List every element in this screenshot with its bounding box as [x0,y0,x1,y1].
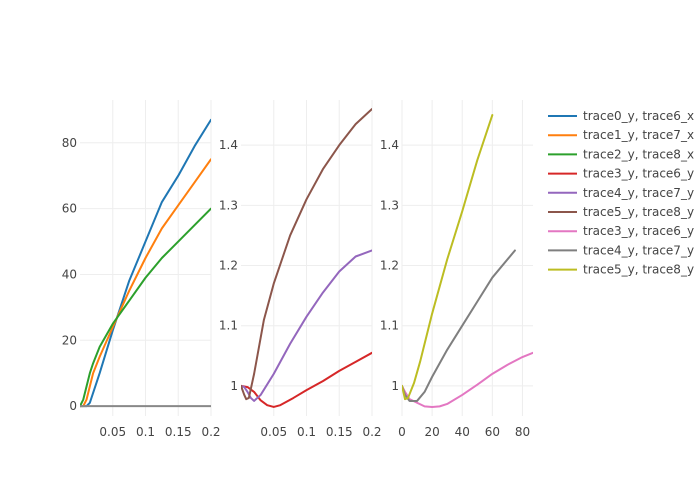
legend-label-5: trace5_y, trace8_y [583,205,694,219]
legend-item-6[interactable]: trace3_y, trace6_y [548,224,694,238]
y-tick-label-middle-2: 1.2 [219,259,238,273]
legend-label-6: trace3_y, trace6_y [583,224,694,238]
series-line-right-0 [402,351,533,408]
x-tick-label-middle-0: 0.05 [260,425,287,439]
series-line-left-2 [80,207,211,408]
legend-item-2[interactable]: trace2_y, trace8_x [548,147,694,161]
x-tick-label-middle-3: 0.2 [362,425,381,439]
y-tick-label-middle-3: 1.3 [219,198,238,212]
x-tick-label-left-2: 0.15 [165,425,192,439]
y-tick-label-right-0: 1 [391,379,399,393]
y-tick-label-middle-0: 1 [230,379,238,393]
subplot-middle: 0.05 0.1 0.15 0.2 1 1.1 1.2 1.3 1.4 [219,100,382,439]
x-tick-label-right-2: 40 [455,425,470,439]
subplot-right: 0 20 40 60 80 1 1.1 1.2 1.3 1.4 [380,100,533,439]
x-tick-label-right-0: 0 [398,425,406,439]
legend-label-7: trace4_y, trace7_y [583,243,694,257]
legend-label-1: trace1_y, trace7_x [583,128,694,142]
y-tick-label-left-1: 20 [62,333,77,347]
legend[interactable]: trace0_y, trace6_x trace1_y, trace7_xtrac… [548,109,694,277]
x-tick-label-left-3: 0.2 [201,425,220,439]
legend-label-3: trace3_y, trace6_y [583,167,694,181]
y-tick-label-left-0: 0 [69,399,77,413]
series-line-left-1 [80,158,211,408]
legend-item-5[interactable]: trace5_y, trace8_y [548,205,694,219]
series-line-middle-2 [241,108,372,401]
y-tick-label-right-1: 1.1 [380,319,399,333]
legend-label-2: trace2_y, trace8_x [583,147,694,161]
x-tick-label-right-3: 60 [485,425,500,439]
legend-item-8[interactable]: trace5_y, trace8_y [548,263,694,277]
legend-item-7[interactable]: trace4_y, trace7_y [548,243,694,257]
legend-item-0[interactable]: trace0_y, trace6_x [548,109,694,123]
y-tick-label-left-4: 80 [62,136,77,150]
legend-label-4: trace4_y, trace7_y [583,186,694,200]
y-tick-label-right-4: 1.4 [380,138,399,152]
x-tick-label-middle-2: 0.15 [326,425,353,439]
gridlines-middle [241,100,373,416]
x-tick-label-right-4: 80 [515,425,530,439]
legend-label-8: trace5_y, trace8_y [583,263,694,277]
legend-item-1[interactable]: trace1_y, trace7_x [548,128,694,142]
x-tick-label-right-1: 20 [424,425,439,439]
y-tick-label-left-3: 60 [62,202,77,216]
gridlines-right [401,100,533,416]
legend-item-4[interactable]: trace4_y, trace7_y [548,186,694,200]
series-line-middle-0 [241,351,372,408]
series-line-right-2 [402,114,494,401]
y-tick-label-left-2: 40 [62,267,77,281]
x-tick-label-left-1: 0.1 [136,425,155,439]
y-tick-label-middle-4: 1.4 [219,138,238,152]
x-tick-label-left-0: 0.05 [99,425,126,439]
legend-item-3[interactable]: trace3_y, trace6_y [548,167,694,181]
y-tick-label-right-3: 1.3 [380,198,399,212]
x-tick-label-middle-1: 0.1 [297,425,316,439]
y-tick-label-right-2: 1.2 [380,259,399,273]
y-tick-label-middle-1: 1.1 [219,319,238,333]
subplot-left: 0.05 0.1 0.15 0.2 0 20 40 60 80 [62,100,221,439]
legend-label-0: trace0_y, trace6_x [583,109,694,123]
series-line-middle-1 [241,249,372,402]
plot-area: 0.05 0.1 0.15 0.2 0 20 40 60 80 0.05 0.1 0.15 0.2 1 1.… [62,100,533,439]
